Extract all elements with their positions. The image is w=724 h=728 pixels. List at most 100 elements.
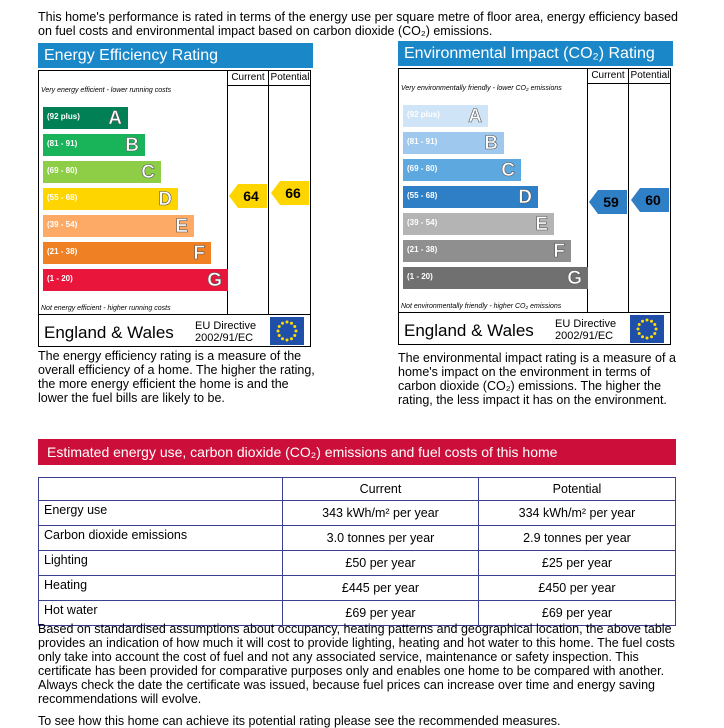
region: England & Wales: [404, 321, 534, 340]
environment-description: The environmental impact rating is a mea…: [398, 351, 676, 407]
table-cell: £69 per year: [478, 600, 676, 626]
band-letter: F: [193, 243, 205, 265]
header-row: Current Potential: [38, 477, 676, 501]
band-letter: D: [518, 187, 532, 209]
band-letter: D: [158, 189, 172, 211]
rating-value: 66: [285, 184, 301, 201]
band-range: (1 - 20): [407, 272, 433, 281]
rating-band: (55 - 68) D: [403, 186, 538, 208]
header-cell: Current: [282, 477, 479, 501]
band-range: (69 - 80): [47, 166, 78, 175]
divider: [227, 85, 310, 86]
band-range: (55 - 68): [47, 193, 78, 202]
divider: [227, 71, 228, 315]
chart-title: Environmental Impact (CO₂) Rating: [398, 41, 673, 66]
estimates-title: Estimated energy use, carbon dioxide (CO…: [38, 439, 676, 465]
rating-band: (69 - 80) C: [403, 159, 521, 181]
rating-value: 64: [243, 187, 259, 204]
rating-band: (69 - 80) C: [43, 161, 161, 183]
band-range: (39 - 54): [407, 218, 438, 227]
table-cell: 334 kWh/m² per year: [478, 500, 676, 526]
header-cell: [38, 477, 283, 501]
divider: [39, 314, 310, 315]
table-row: Hot water £69 per year £69 per year: [38, 600, 676, 626]
band-letter: E: [175, 216, 188, 238]
rating-band: (39 - 54) E: [43, 215, 194, 237]
rating-band: (92 plus) A: [43, 107, 128, 129]
column-header: Potential: [630, 70, 670, 81]
divider: [587, 69, 588, 313]
table-row: Energy use 343 kWh/m² per year 334 kWh/m² …: [38, 500, 676, 526]
rating-band: (39 - 54) E: [403, 213, 554, 235]
band-range: (1 - 20): [47, 274, 73, 283]
rating-band: (1 - 20) G: [43, 269, 228, 291]
divider: [628, 69, 629, 313]
band-letter: B: [125, 135, 139, 157]
table-cell: £450 per year: [478, 575, 676, 601]
rating-band: (21 - 38) F: [403, 240, 571, 262]
eu-flag: [270, 317, 304, 350]
chart-title: Energy Efficiency Rating: [38, 43, 313, 68]
band-letter: F: [553, 241, 565, 263]
band-range: (39 - 54): [47, 220, 78, 229]
current-arrow: 59: [589, 189, 627, 214]
column-header: Potential: [270, 72, 310, 83]
table-cell: £50 per year: [282, 550, 479, 576]
energy-description: The energy efficiency rating is a measur…: [38, 349, 315, 405]
table-row: Carbon dioxide emissions 3.0 tonnes per y…: [38, 525, 676, 551]
table-row: Heating £445 per year £450 per year: [38, 575, 676, 601]
rating-band: (92 plus) A: [403, 105, 488, 127]
column-header: Current: [591, 70, 625, 81]
band-letter: E: [535, 214, 548, 236]
band-letter: B: [484, 133, 498, 155]
table-cell: 3.0 tonnes per year: [282, 525, 479, 551]
eu-flag: [630, 315, 664, 348]
band-range: (81 - 91): [47, 139, 78, 148]
table-cell: Lighting: [38, 550, 283, 576]
band-range: (69 - 80): [407, 164, 438, 173]
table-cell: Heating: [38, 575, 283, 601]
table-cell: 2.9 tonnes per year: [478, 525, 676, 551]
directive-code: 2002/91/EC: [555, 330, 614, 342]
arrow-shape: [229, 183, 267, 208]
band-range: (55 - 68): [407, 191, 438, 200]
band-letter: G: [207, 270, 222, 292]
footer-text: Based on standardised assumptions about …: [38, 622, 675, 706]
chart-box: Current Potential Very environmentally fri…: [398, 68, 671, 345]
band-letter: C: [141, 162, 155, 184]
table-cell: £69 per year: [282, 600, 479, 626]
band-range: (21 - 38): [47, 247, 78, 256]
current-arrow: 64: [229, 183, 267, 208]
table-cell: £25 per year: [478, 550, 676, 576]
intro: This home's performance is rated in term…: [38, 10, 678, 38]
directive: EU Directive: [195, 320, 257, 332]
rating-band: (1 - 20) G: [403, 267, 588, 289]
directive: EU Directive: [555, 318, 617, 330]
rating-band: (81 - 91) B: [403, 132, 504, 154]
band-letter: C: [501, 160, 515, 182]
closing-text: To see how this home can achieve its pot…: [38, 714, 561, 728]
rating-band: (81 - 91) B: [43, 134, 145, 156]
band-range: (92 plus): [47, 112, 80, 121]
rating-value: 59: [603, 193, 619, 210]
estimates-table: Current Potential Energy use 343 kWh/m² p…: [38, 477, 676, 626]
top-note: Very environmentally friendly - lower CO…: [401, 85, 562, 92]
chart-box: Current Potential Very energy efficient - …: [38, 70, 311, 347]
table-cell: 343 kWh/m² per year: [282, 500, 479, 526]
rating-band: (55 - 68) D: [43, 188, 178, 210]
potential-arrow: 60: [631, 188, 669, 213]
directive-code: 2002/91/EC: [195, 332, 254, 344]
band-range: (21 - 38): [407, 245, 438, 254]
header-cell: Potential: [478, 477, 676, 501]
arrow-shape: [271, 180, 309, 205]
arrow-shape: [589, 189, 627, 214]
rating-band: (21 - 38) F: [43, 242, 211, 264]
band-range: (92 plus): [407, 110, 440, 119]
bottom-note: Not environmentally friendly - higher CO…: [401, 303, 562, 310]
potential-arrow: 66: [271, 180, 309, 205]
divider: [268, 71, 269, 315]
bottom-note: Not energy efficient - higher running co…: [41, 305, 171, 312]
divider: [587, 83, 670, 84]
divider: [399, 312, 670, 313]
